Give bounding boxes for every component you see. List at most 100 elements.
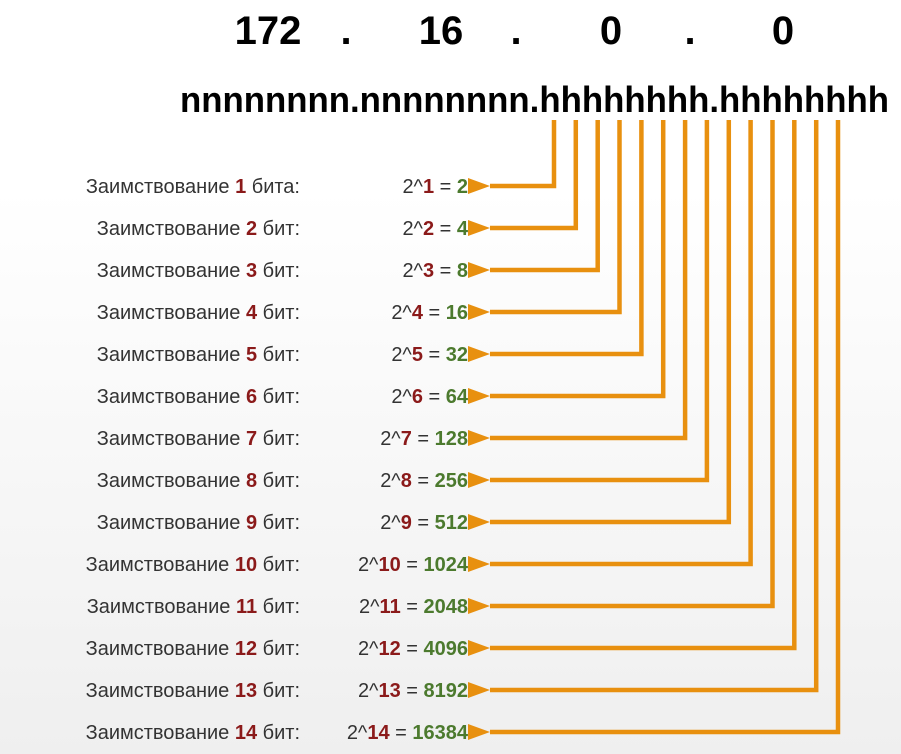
power-base: 2^ xyxy=(402,260,423,282)
equals-sign: = xyxy=(401,680,424,702)
borrow-label-prefix: Заимствование xyxy=(86,638,235,660)
power-exponent: 11 xyxy=(380,596,401,618)
power-formula: 2^13 = 8192 xyxy=(358,680,468,702)
equals-sign: = xyxy=(412,428,435,450)
host-bit-arrow xyxy=(468,120,688,446)
power-exponent: 14 xyxy=(367,722,390,744)
borrow-label-suffix: бит: xyxy=(257,596,300,618)
power-formula: 2^14 = 16384 xyxy=(347,722,469,744)
borrowed-bit-count: 5 xyxy=(246,344,257,366)
ip-octet-2: 16 xyxy=(419,9,464,53)
power-base: 2^ xyxy=(391,302,412,324)
subnet-count-result: 2 xyxy=(457,176,468,198)
power-exponent: 7 xyxy=(401,428,412,450)
equals-sign: = xyxy=(423,302,446,324)
ip-octet-1: 172 xyxy=(235,9,302,53)
borrow-label-suffix: бит: xyxy=(257,512,300,534)
borrow-label: Заимствование 12 бит: xyxy=(86,638,300,660)
power-base: 2^ xyxy=(359,596,380,618)
subnet-count-result: 16 xyxy=(446,302,468,324)
borrow-label: Заимствование 10 бит: xyxy=(86,554,300,576)
borrow-label-suffix: бит: xyxy=(257,302,300,324)
subnet-count-result: 128 xyxy=(435,428,468,450)
equals-sign: = xyxy=(423,344,446,366)
subnet-count-result: 256 xyxy=(435,470,468,492)
power-base: 2^ xyxy=(380,512,401,534)
borrow-label-suffix: бит: xyxy=(257,470,300,492)
host-bit-arrow xyxy=(468,120,622,320)
borrow-label: Заимствование 11 бит: xyxy=(87,596,300,618)
borrow-label-prefix: Заимствование xyxy=(86,680,235,702)
borrow-label-prefix: Заимствование xyxy=(97,470,246,492)
power-base: 2^ xyxy=(391,344,412,366)
subnet-count-result: 2048 xyxy=(424,596,469,618)
borrow-label: Заимствование 1 бита: xyxy=(86,176,300,198)
host-bit-arrow xyxy=(468,120,753,572)
equals-sign: = xyxy=(412,470,435,492)
power-base: 2^ xyxy=(402,218,423,240)
borrow-label-prefix: Заимствование xyxy=(97,260,246,282)
borrow-label-prefix: Заимствование xyxy=(97,218,246,240)
subnet-count-result: 8 xyxy=(457,260,468,282)
power-base: 2^ xyxy=(347,722,368,744)
power-formula: 2^1 = 2 xyxy=(402,176,468,198)
borrow-label-suffix: бит: xyxy=(257,260,300,282)
power-exponent: 5 xyxy=(412,344,423,366)
power-formula: 2^7 = 128 xyxy=(380,428,468,450)
power-formula: 2^11 = 2048 xyxy=(359,596,468,618)
borrowed-bit-count: 13 xyxy=(235,680,257,702)
borrow-label-suffix: бит: xyxy=(257,386,300,408)
ip-separator-2: . xyxy=(510,9,521,53)
subnet-count-result: 4096 xyxy=(424,638,469,660)
power-base: 2^ xyxy=(358,638,379,660)
power-formula: 2^3 = 8 xyxy=(402,260,468,282)
equals-sign: = xyxy=(401,638,424,660)
borrow-rows: Заимствование 1 бита: 2^1 = 2 Заимствовани… xyxy=(86,176,469,744)
equals-sign: = xyxy=(434,176,457,198)
equals-sign: = xyxy=(412,512,435,534)
power-exponent: 2 xyxy=(423,218,434,240)
subnet-count-result: 1024 xyxy=(424,554,469,576)
power-base: 2^ xyxy=(402,176,423,198)
borrow-label-suffix: бит: xyxy=(257,218,300,240)
borrow-label-prefix: Заимствование xyxy=(97,428,246,450)
power-base: 2^ xyxy=(391,386,412,408)
power-exponent: 4 xyxy=(412,302,424,324)
power-base: 2^ xyxy=(358,680,379,702)
borrowed-bit-count: 4 xyxy=(246,302,258,324)
host-bit-arrow xyxy=(468,120,775,614)
host-bit-arrow xyxy=(468,120,710,488)
power-exponent: 9 xyxy=(401,512,412,534)
network-host-bit-pattern: nnnnnnnn.nnnnnnnn.hhhhhhhh.hhhhhhhh xyxy=(180,79,889,120)
subnet-count-result: 8192 xyxy=(424,680,469,702)
subnet-count-result: 64 xyxy=(446,386,469,408)
power-base: 2^ xyxy=(358,554,379,576)
borrow-label-suffix: бит: xyxy=(257,344,300,366)
borrowed-bit-count: 3 xyxy=(246,260,257,282)
borrow-label-prefix: Заимствование xyxy=(86,722,235,744)
equals-sign: = xyxy=(423,386,446,408)
host-bit-arrow xyxy=(468,120,819,698)
borrowed-bit-count: 9 xyxy=(246,512,257,534)
host-bit-arrow xyxy=(468,120,557,194)
subnet-count-result: 16384 xyxy=(412,722,468,744)
borrow-label-suffix: бит: xyxy=(257,428,300,450)
power-exponent: 8 xyxy=(401,470,412,492)
arrows-layer xyxy=(468,120,841,740)
borrow-label-prefix: Заимствование xyxy=(86,176,235,198)
borrow-label-prefix: Заимствование xyxy=(97,512,246,534)
power-formula: 2^9 = 512 xyxy=(380,512,468,534)
borrow-label-prefix: Заимствование xyxy=(97,386,246,408)
power-exponent: 10 xyxy=(378,554,400,576)
borrowed-bit-count: 12 xyxy=(235,638,257,660)
host-bit-arrow xyxy=(468,120,666,404)
host-bit-arrow xyxy=(468,120,841,740)
host-bit-arrow xyxy=(468,120,797,656)
borrowed-bit-count: 6 xyxy=(246,386,257,408)
power-formula: 2^2 = 4 xyxy=(402,218,468,240)
power-exponent: 13 xyxy=(378,680,400,702)
borrow-label-prefix: Заимствование xyxy=(97,302,246,324)
ip-separator-3: . xyxy=(684,9,695,53)
ip-separator-1: . xyxy=(340,9,351,53)
